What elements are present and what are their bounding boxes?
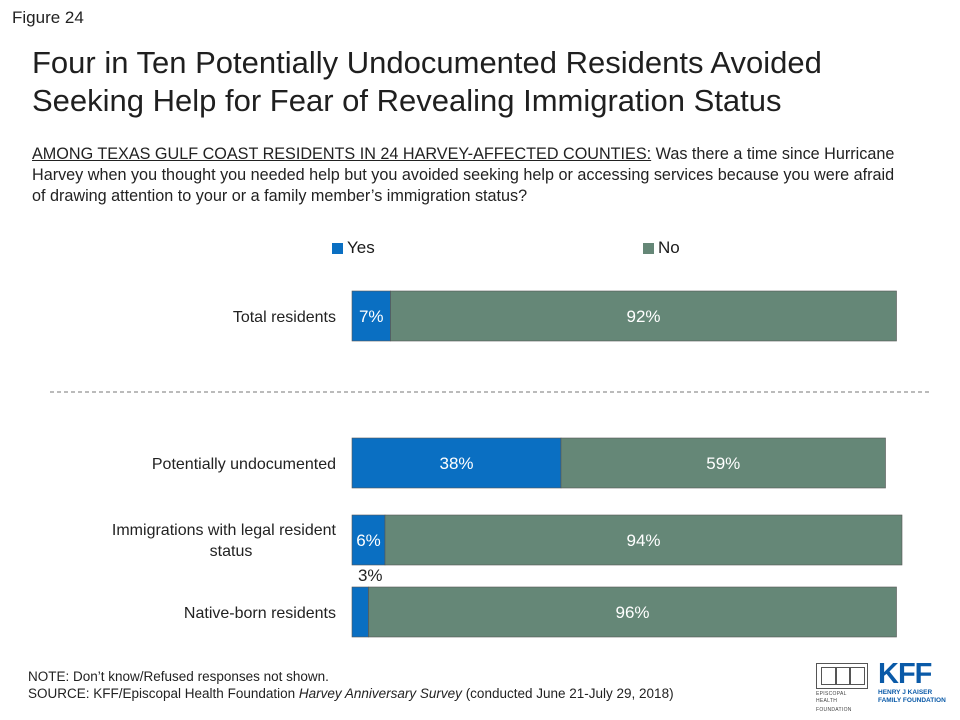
- category-label-native-born-residents: Native-born residents: [184, 605, 336, 622]
- ehf-logo-text-2: FOUNDATION: [816, 707, 852, 713]
- legend-swatch-yes: [332, 242, 343, 254]
- source-suffix: (conducted June 21-July 29, 2018): [461, 686, 674, 701]
- kff-logo-text-1: HENRY J KAISER: [878, 689, 933, 696]
- data-label-no-potentially-undocumented: 59%: [706, 454, 740, 473]
- source-text: SOURCE: KFF/Episcopal Health Foundation …: [28, 685, 674, 702]
- bar-yes-immigrations-with-legal-resident-status: [351, 514, 386, 566]
- category-label-potentially-undocumented: Potentially undocumented: [152, 456, 336, 473]
- footnotes: NOTE: Don’t know/Refused responses not s…: [28, 668, 674, 702]
- kff-logo-mark: KFF: [878, 658, 932, 690]
- bar-no-native-born-residents: [368, 586, 897, 638]
- data-label-no-total-residents: 92%: [626, 307, 660, 326]
- bar-no-immigrations-with-legal-resident-status: [384, 514, 903, 566]
- episcopal-health-foundation-logo: EPISCOPAL HEALTH FOUNDATION: [816, 663, 868, 713]
- legend-swatch-no: [643, 242, 654, 254]
- ehf-logo-mark: [816, 663, 868, 689]
- source-prefix: SOURCE: KFF/Episcopal Health Foundation: [28, 686, 299, 701]
- data-label-no-native-born-residents: 96%: [615, 603, 649, 622]
- data-label-yes-immigrations-with-legal-resident-status: 6%: [356, 531, 381, 550]
- note-text: NOTE: Don’t know/Refused responses not s…: [28, 669, 329, 684]
- question-text: Was there a time since Hurricane Harvey …: [32, 145, 895, 205]
- chart-title: Four in Ten Potentially Undocumented Res…: [32, 45, 822, 118]
- survey-question: AMONG TEXAS GULF COAST RESIDENTS IN 24 H…: [32, 144, 912, 207]
- legend-item-yes: Yes: [332, 238, 375, 258]
- legend-item-no: No: [643, 238, 680, 258]
- legend-label-yes: Yes: [347, 238, 375, 257]
- data-label-yes-native-born-residents: 3%: [358, 566, 383, 585]
- figure-label: Figure 24: [12, 8, 84, 27]
- data-label-no-immigrations-with-legal-resident-status: 94%: [626, 531, 660, 550]
- category-label-immigrations-with-legal-resident-status-line-1: Immigrations with legal resident: [112, 522, 337, 539]
- kff-logo-text-2: FAMILY FOUNDATION: [878, 697, 946, 704]
- ehf-logo-text-1: EPISCOPAL HEALTH: [816, 691, 847, 704]
- data-label-yes-total-residents: 7%: [359, 307, 384, 326]
- kff-logo: KFF HENRY J KAISER FAMILY FOUNDATION: [878, 659, 950, 705]
- chart-legend: Yes No: [0, 238, 960, 260]
- bar-yes-native-born-residents: [351, 586, 369, 638]
- bar-no-potentially-undocumented: [560, 437, 886, 489]
- question-lead: AMONG TEXAS GULF COAST RESIDENTS IN 24 H…: [32, 145, 652, 163]
- category-label-immigrations-with-legal-resident-status-line-2: status: [210, 543, 253, 560]
- bar-no-total-residents: [390, 290, 897, 342]
- data-label-yes-potentially-undocumented: 38%: [439, 454, 473, 473]
- source-survey-name: Harvey Anniversary Survey: [298, 686, 462, 701]
- category-label-total-residents: Total residents: [233, 309, 336, 326]
- legend-label-no: No: [658, 238, 680, 257]
